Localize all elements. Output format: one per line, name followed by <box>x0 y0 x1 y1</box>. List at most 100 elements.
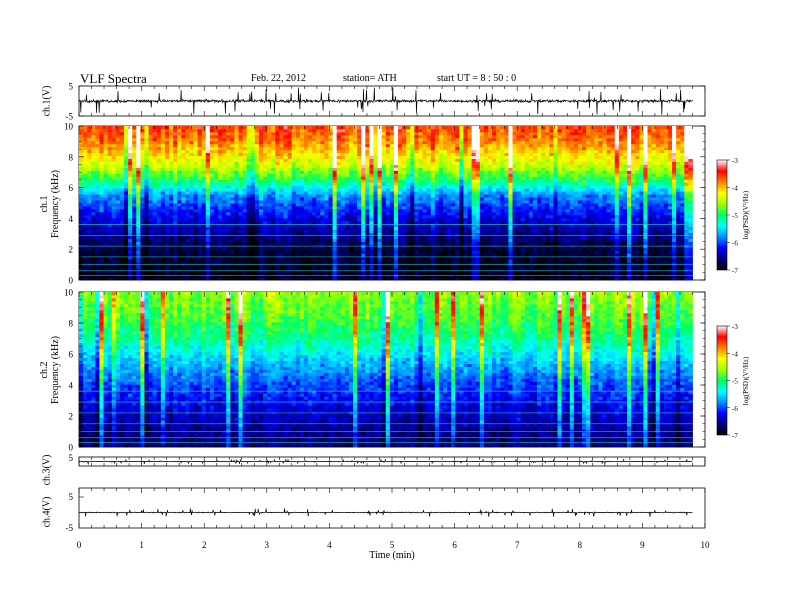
spectrogram-cell <box>381 235 387 239</box>
spectrogram-cell <box>451 182 456 186</box>
spectrogram-cell <box>193 179 199 183</box>
spectrogram-cell <box>156 188 162 192</box>
spectrogram-cell <box>275 235 280 239</box>
spectrogram-cell <box>549 194 554 198</box>
spectrogram-cell <box>577 205 583 210</box>
spectrogram-cell <box>123 208 129 213</box>
spectrogram-cell <box>164 200 170 204</box>
spectrogram-cell <box>246 265 252 269</box>
spectrogram-cell <box>303 265 309 269</box>
spectrogram-cell <box>528 211 534 216</box>
spectrogram-cell <box>471 185 477 189</box>
spectrogram-cell <box>156 220 162 225</box>
spectrogram-cell <box>459 188 464 192</box>
spectrogram-cell <box>83 197 88 201</box>
spectrogram-cell <box>610 265 616 269</box>
spectrogram-cell <box>242 217 248 222</box>
spectrogram-cell <box>299 220 305 225</box>
spectrogram-cell <box>627 268 632 272</box>
spectrogram-cell <box>561 253 567 257</box>
spectrogram-cell <box>500 194 505 198</box>
spectrogram-cell <box>267 208 272 213</box>
spectrogram-cell <box>598 214 603 219</box>
spectrogram-cell <box>553 253 558 257</box>
spectrogram-cell <box>308 205 313 210</box>
spectrogram-cell <box>279 262 284 266</box>
spectrogram-cell <box>83 200 88 204</box>
spectrogram-cell <box>614 203 620 207</box>
spectrogram-cell <box>504 235 509 239</box>
spectrogram-cell <box>647 200 652 204</box>
spectrogram-cell <box>676 194 681 198</box>
spectrogram-cell <box>205 229 211 234</box>
spectrogram-cell <box>234 223 239 228</box>
spectrogram-cell <box>672 185 677 189</box>
spectrogram-cell <box>348 220 354 225</box>
spectrogram-cell <box>577 265 583 269</box>
spectrogram-cell <box>132 226 137 231</box>
spectrogram-cell <box>496 229 501 234</box>
spectrogram-cell <box>271 259 276 263</box>
spectrogram-cell <box>553 208 558 213</box>
spectrogram-cell <box>291 232 297 236</box>
spectrogram-cell <box>344 229 350 234</box>
spectrogram-cell <box>565 238 571 242</box>
spectrogram-cell <box>402 247 407 251</box>
spectrogram-cell <box>111 247 117 251</box>
spectrogram-cell <box>83 223 88 228</box>
spectrogram-cell <box>95 268 100 272</box>
spectrogram-cell <box>185 247 190 251</box>
spectrogram-cell <box>659 265 665 269</box>
spectrogram-cell <box>254 235 260 239</box>
spectrogram-cell <box>373 191 378 195</box>
spectrogram-cell <box>189 235 194 239</box>
spectrogram-cell <box>123 229 129 234</box>
spectrogram-cell <box>418 277 423 281</box>
spectrogram-cell <box>267 247 272 251</box>
spectrogram-cell <box>635 185 640 189</box>
spectrogram-cell <box>614 271 620 275</box>
spectrogram-cell <box>365 235 370 239</box>
spectrogram-cell <box>369 200 374 204</box>
spectrogram-cell <box>537 232 542 236</box>
spectrogram-cell <box>344 220 350 225</box>
spectrogram-cell <box>598 205 603 210</box>
spectrogram-cell <box>410 271 415 275</box>
spectrogram-cell <box>123 259 129 263</box>
spectrogram-cell <box>483 262 489 266</box>
spectrogram-cell <box>573 200 579 204</box>
spectrogram-cell <box>496 197 501 201</box>
spectrogram-cell <box>148 223 154 228</box>
spectrogram-cell <box>487 247 493 251</box>
spectrogram-cell <box>79 262 84 266</box>
spectrogram-cell <box>365 223 370 228</box>
spectrogram-cell <box>532 214 538 219</box>
spectrogram-cell <box>512 232 518 236</box>
spectrogram-cell <box>377 211 383 216</box>
spectrogram-cell <box>119 188 125 192</box>
spectrogram-cell <box>312 197 317 201</box>
spectrogram-cell <box>365 203 370 207</box>
spectrogram-cell <box>320 253 325 257</box>
spectrogram-cell <box>614 259 620 263</box>
spectrogram-cell <box>226 277 231 281</box>
spectrogram-cell <box>128 203 133 207</box>
spectrogram-cell <box>610 256 616 260</box>
spectrogram-cell <box>201 205 207 210</box>
spectrogram-cell <box>246 259 252 263</box>
spectrogram-cell <box>87 185 92 189</box>
spectrogram-cell <box>353 200 358 204</box>
spectrogram-cell <box>676 182 681 186</box>
spectrogram-cell <box>606 214 612 219</box>
spectrogram-cell <box>410 211 415 216</box>
spectrogram-cell <box>549 238 554 242</box>
spectrogram-cell <box>258 208 264 213</box>
spectrogram-cell <box>201 211 207 216</box>
spectrogram-cell <box>684 250 689 254</box>
spectrogram-cell <box>553 256 558 260</box>
spectrogram-cell <box>410 205 415 210</box>
spectrogram-cell <box>561 256 567 260</box>
spectrogram-cell <box>459 208 464 213</box>
spectrogram-cell <box>123 205 129 210</box>
spectrogram-cell <box>336 247 342 251</box>
